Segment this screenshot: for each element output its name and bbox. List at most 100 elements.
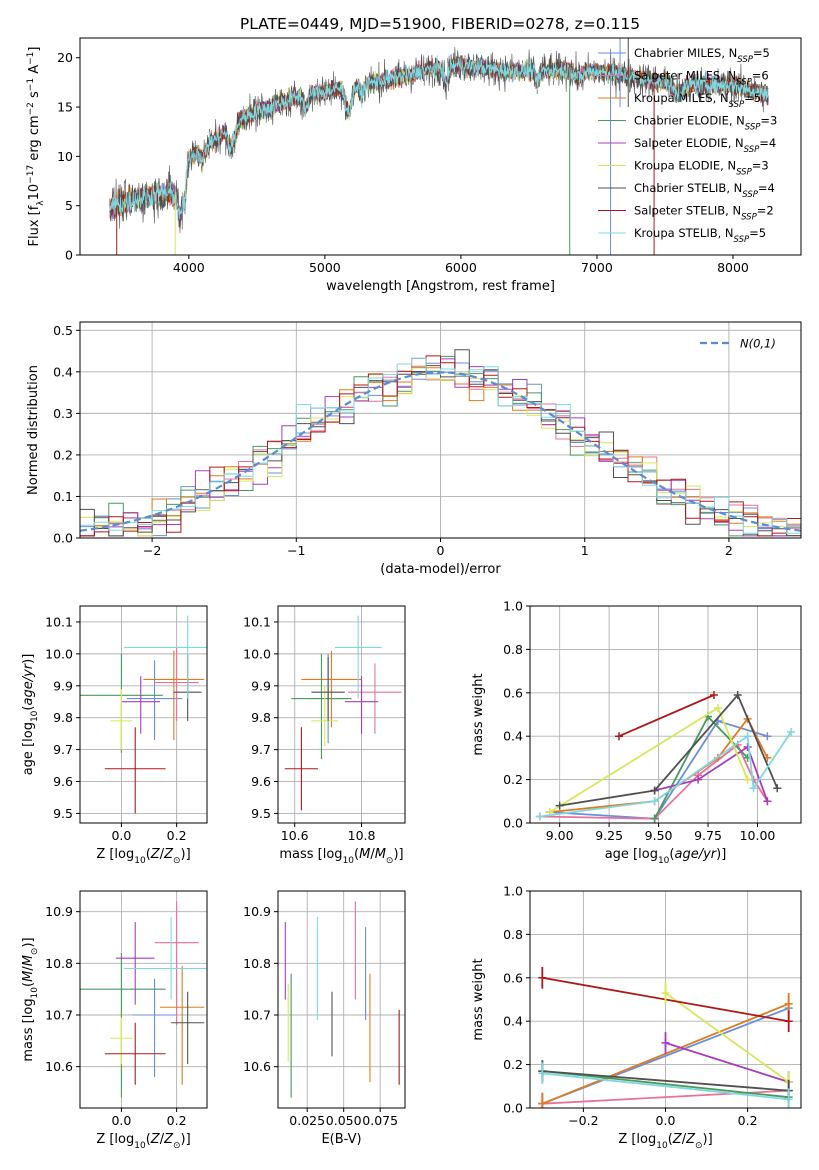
- legend-label-0: Chabrier MILES, NSSP=5: [634, 46, 770, 65]
- legend-label-5: Kroupa ELODIE, NSSP=3: [634, 159, 769, 178]
- axes-frame: [529, 890, 802, 1109]
- y-axis-label: Flux [fλ10−17 erg cm−2 s−1 A−1]: [26, 47, 46, 247]
- weight-marker-8-1: [650, 797, 659, 806]
- y-tick-label: 0.0: [503, 1101, 523, 1116]
- y-tick-label: 0.4: [503, 1014, 523, 1029]
- y-tick-label: 0: [65, 248, 73, 263]
- legend-label-1: Salpeter MILES, NSSP=6: [634, 69, 769, 88]
- y-axis-label: mass weight: [471, 673, 486, 755]
- x-tick-label: 10.8: [348, 828, 376, 843]
- x-tick-label: 0.0: [111, 828, 131, 843]
- weight-line-0: [549, 719, 768, 820]
- y-tick-label: 0.2: [503, 1057, 523, 1072]
- y-tick-label: 9.5: [251, 806, 271, 821]
- y-tick-label: 0.2: [53, 447, 73, 462]
- x-tick-label: 9.75: [694, 828, 722, 843]
- normal-curve: [80, 371, 801, 532]
- weight-line-8: [542, 1072, 789, 1101]
- axes-frame: [79, 321, 802, 539]
- y-tick-label: 9.8: [251, 710, 271, 725]
- panel-weight-vs-Z: −0.2 0.0 0.2 0.0 0.2 0.4 0.6 0.8 1.0 Z [log10(Z/Z…: [471, 884, 802, 1151]
- weight-marker-6-1: [650, 786, 659, 795]
- y-tick-label: 9.5: [53, 806, 73, 821]
- weight-line-6: [559, 693, 779, 807]
- spectrum-line-8: [109, 55, 769, 220]
- x-tick-label: 0: [437, 543, 445, 558]
- plot-area: [80, 349, 801, 537]
- axes-frame: [277, 890, 406, 1109]
- panel-mass-vs-Z: 0.0 0.2 10.6 10.7 10.8 10.9 Z [log10(Z/Z⊙)] mas…: [21, 890, 208, 1151]
- weight-marker-4-2: [743, 743, 752, 752]
- axes-frame: [277, 605, 406, 824]
- y-tick-label: 10.1: [45, 614, 73, 629]
- x-axis-label: mass [log10(M/M⊙)]: [279, 847, 403, 866]
- y-tick-label: 10.8: [243, 956, 271, 971]
- x-tick-label: 6000: [445, 260, 477, 275]
- y-tick-label: 0.6: [503, 685, 523, 700]
- weight-line-8: [539, 731, 792, 818]
- x-tick-label: 1: [581, 543, 589, 558]
- y-axis-label: mass weight: [471, 958, 486, 1040]
- x-tick-label: −2: [143, 543, 161, 558]
- y-tick-label: 10.9: [243, 904, 271, 919]
- plot-area: [284, 901, 400, 1098]
- y-axis-label: Normed distribution: [26, 365, 41, 495]
- y-tick-label: 9.6: [53, 774, 73, 789]
- x-tick-label: 4000: [173, 260, 205, 275]
- y-tick-label: 0.0: [53, 531, 73, 546]
- legend-label-3: Chabrier ELODIE, NSSP=3: [634, 114, 777, 133]
- y-tick-label: 0.3: [53, 406, 73, 421]
- panel-age-vs-Z: 0.0 0.2 9.5 9.6 9.7 9.8 9.9 10.0 10.1 Z [log10(Z/…: [21, 605, 208, 866]
- y-tick-label: 0.0: [503, 816, 523, 831]
- panel-spectrum: 4000 5000 6000 7000 8000 0 5 10 15 20 wavelength […: [26, 37, 802, 294]
- histogram-5: [80, 367, 801, 537]
- legend-label-8: Kroupa STELIB, NSSP=5: [634, 226, 766, 245]
- weight-marker-5-2: [743, 775, 752, 784]
- y-tick-label: 9.7: [53, 742, 73, 757]
- x-axis-label: Z [log10(Z/Z⊙)]: [96, 847, 190, 866]
- y-tick-label: 10.9: [45, 904, 73, 919]
- x-tick-label: 10.6: [281, 828, 309, 843]
- x-tick-label: 0.075: [362, 1113, 398, 1128]
- plot-area: [284, 615, 402, 811]
- weight-line-3: [542, 1070, 789, 1099]
- y-tick-label: 20: [57, 50, 73, 65]
- x-tick-label: 2: [725, 543, 733, 558]
- y-tick-label: 10.6: [45, 1059, 73, 1074]
- weight-marker-7-1: [709, 690, 718, 699]
- y-tick-label: 9.6: [251, 774, 271, 789]
- y-tick-label: 10.7: [45, 1008, 73, 1023]
- weight-marker-4-1: [694, 775, 703, 784]
- x-tick-label: 9.00: [546, 828, 574, 843]
- weight-marker-4-3: [763, 797, 772, 806]
- x-tick-label: −0.2: [568, 1113, 598, 1128]
- y-tick-label: 9.8: [53, 710, 73, 725]
- y-tick-label: 0.5: [53, 323, 73, 338]
- weight-line-5: [664, 992, 790, 1083]
- panel-age-vs-mass: 10.6 10.8 9.5 9.6 9.7 9.8 9.9 10.0 10.1 mass [log…: [243, 605, 406, 866]
- weight-line-6: [542, 1070, 789, 1092]
- plot-area: [80, 901, 207, 1098]
- legend-label-6: Chabrier STELIB, NSSP=4: [634, 181, 775, 200]
- plot-area: [538, 966, 793, 1108]
- x-tick-label: 8000: [717, 260, 749, 275]
- x-axis-label: E(B-V): [321, 1132, 361, 1147]
- x-tick-label: 9.50: [645, 828, 673, 843]
- y-tick-label: 9.7: [251, 742, 271, 757]
- weight-marker-8-2: [743, 732, 752, 741]
- y-axis-label: mass [log10(M/M⊙)]: [21, 937, 40, 1061]
- weight-marker-0-3: [763, 732, 772, 741]
- y-tick-label: 0.6: [503, 970, 523, 985]
- y-tick-label: 10.6: [243, 1059, 271, 1074]
- y-tick-label: 1.0: [503, 884, 523, 899]
- plot-area: [109, 38, 769, 255]
- y-tick-label: 10.7: [243, 1008, 271, 1023]
- y-tick-label: 9.9: [251, 678, 271, 693]
- weight-marker-5-1: [713, 703, 722, 712]
- panel-mass-vs-ebv: 0.025 0.050 0.075 10.6 10.7 10.8 10.9 E(B-V): [243, 890, 406, 1147]
- x-axis-label: age [log10(age/yr)]: [605, 847, 727, 866]
- plot-area: [80, 615, 207, 814]
- x-tick-label: 0.025: [289, 1113, 325, 1128]
- x-axis-label: Z [log10(Z/Z⊙)]: [96, 1132, 190, 1151]
